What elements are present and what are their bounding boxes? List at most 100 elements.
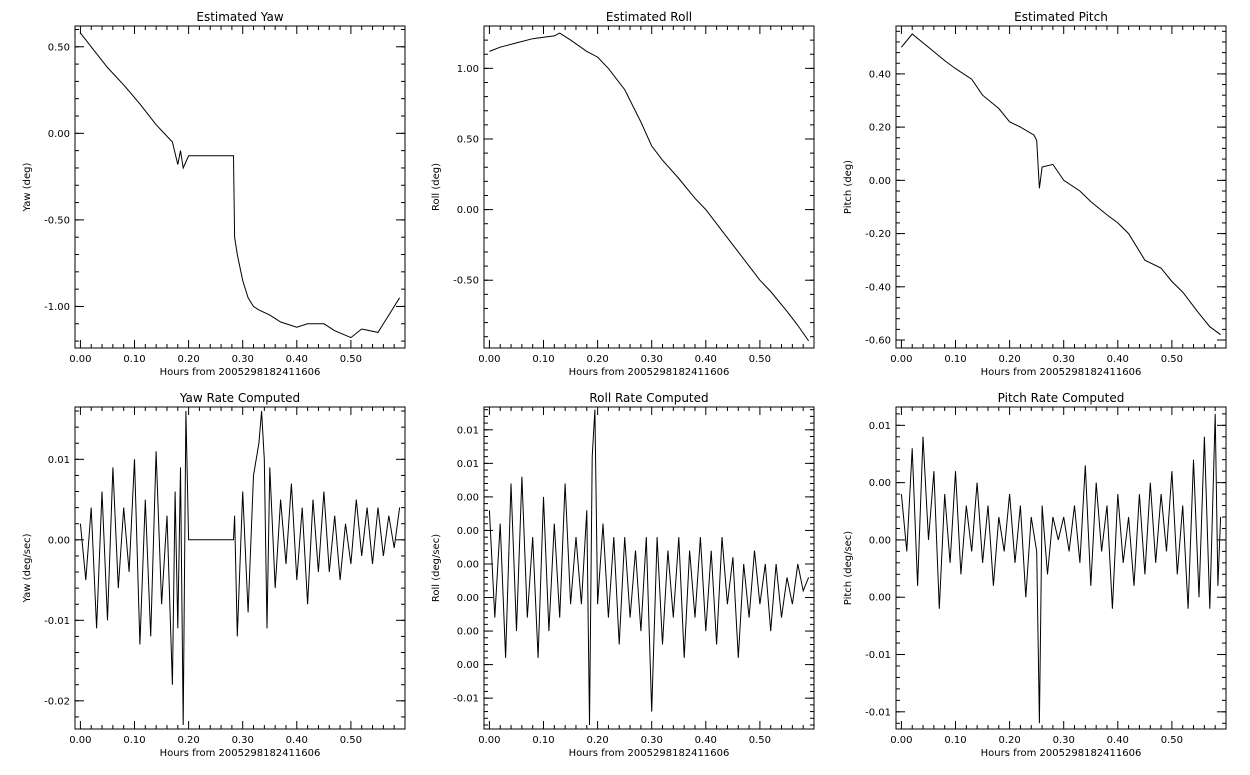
plot-frame <box>483 25 815 349</box>
x-tick-label: 0.40 <box>286 735 308 746</box>
y-tick-label: 0.00 <box>457 526 479 537</box>
x-tick-label: 0.50 <box>749 354 771 365</box>
x-tick-label: 0.40 <box>695 735 717 746</box>
x-tick-label: 0.30 <box>641 735 663 746</box>
series-line <box>79 410 401 726</box>
x-tick-label: 0.00 <box>890 354 912 365</box>
x-axis-label: Hours from 2005298182411606 <box>981 748 1142 759</box>
x-tick-label: 0.10 <box>532 735 554 746</box>
series-line <box>489 32 810 342</box>
chart-title: Estimated Roll <box>606 10 692 24</box>
x-tick-label: 0.20 <box>998 354 1020 365</box>
y-tick-label: 0.00 <box>457 492 479 503</box>
x-axis-label: Hours from 2005298182411606 <box>981 367 1142 378</box>
plot-frame <box>483 406 815 730</box>
x-tick-label: 0.20 <box>177 354 199 365</box>
x-tick-label: 0.10 <box>123 735 145 746</box>
series-line <box>900 413 1222 724</box>
x-axis-label: Hours from 2005298182411606 <box>160 367 321 378</box>
x-axis-label: Hours from 2005298182411606 <box>569 748 730 759</box>
x-tick-label: 0.10 <box>944 354 966 365</box>
x-tick-label: 0.00 <box>69 735 91 746</box>
chart-panel-1: Estimated Yaw Hours from 2005298182411606… <box>22 10 406 378</box>
x-tick-label: 0.30 <box>232 735 254 746</box>
y-tick-label: 0.01 <box>457 425 479 436</box>
plot-frame <box>74 25 406 349</box>
chart-panel-6: Pitch Rate Computed Hours from 2005298182… <box>843 391 1227 759</box>
x-tick-label: 0.50 <box>340 735 362 746</box>
chart-title: Estimated Pitch <box>1014 10 1108 24</box>
x-tick-label: 0.30 <box>641 354 663 365</box>
y-tick-label: 0.00 <box>457 627 479 638</box>
y-tick-label: 0.00 <box>48 129 70 140</box>
y-tick-label: 0.20 <box>869 123 891 134</box>
y-tick-label: 0.00 <box>457 593 479 604</box>
plot-frame <box>895 25 1227 349</box>
x-tick-label: 0.00 <box>890 735 912 746</box>
y-tick-label: -0.01 <box>865 650 891 661</box>
x-tick-label: 0.10 <box>532 354 554 365</box>
y-tick-label: 0.00 <box>869 478 891 489</box>
y-tick-label: -1.00 <box>44 302 70 313</box>
y-tick-label: 0.00 <box>48 535 70 546</box>
x-tick-label: 0.20 <box>586 735 608 746</box>
plot-frame <box>895 406 1227 730</box>
chart-title: Yaw Rate Computed <box>179 391 300 405</box>
y-tick-label: 0.00 <box>869 593 891 604</box>
y-tick-label: -0.01 <box>865 707 891 718</box>
y-tick-label: -0.01 <box>44 616 70 627</box>
x-tick-label: 0.20 <box>177 735 199 746</box>
chart-title: Pitch Rate Computed <box>998 391 1125 405</box>
y-axis-label: Pitch (deg) <box>843 160 854 214</box>
series-line <box>488 409 810 726</box>
y-tick-label: -0.40 <box>865 282 891 293</box>
y-tick-label: 0.50 <box>457 134 479 145</box>
y-tick-label: -0.60 <box>865 336 891 347</box>
y-tick-label: -0.20 <box>865 229 891 240</box>
plot-frame <box>74 406 406 730</box>
y-axis-label: Yaw (deg) <box>22 162 33 212</box>
y-tick-label: 0.01 <box>869 421 891 432</box>
chart-title: Estimated Yaw <box>196 10 283 24</box>
y-tick-label: 0.00 <box>457 559 479 570</box>
series-line <box>901 33 1221 336</box>
x-tick-label: 0.00 <box>478 735 500 746</box>
x-tick-label: 0.30 <box>1053 735 1075 746</box>
x-tick-label: 0.00 <box>69 354 91 365</box>
chart-title: Roll Rate Computed <box>589 391 708 405</box>
y-axis-label: Pitch (deg/sec) <box>843 531 854 606</box>
x-tick-label: 0.30 <box>1053 354 1075 365</box>
y-axis-label: Yaw (deg/sec) <box>22 533 33 603</box>
y-tick-label: 0.01 <box>48 455 70 466</box>
x-tick-label: 0.20 <box>586 354 608 365</box>
chart-panel-5: Roll Rate Computed Hours from 20052981824… <box>431 391 815 759</box>
x-tick-label: 0.40 <box>1107 735 1129 746</box>
y-tick-label: 0.00 <box>457 660 479 671</box>
x-tick-label: 0.50 <box>749 735 771 746</box>
y-tick-label: -0.50 <box>453 276 479 287</box>
x-tick-label: 0.30 <box>232 354 254 365</box>
y-tick-label: 0.00 <box>869 535 891 546</box>
x-tick-label: 0.50 <box>1161 354 1183 365</box>
x-axis-label: Hours from 2005298182411606 <box>569 367 730 378</box>
y-tick-label: 1.00 <box>457 64 479 75</box>
series-line <box>80 32 401 339</box>
y-tick-label: 0.50 <box>48 42 70 53</box>
x-tick-label: 0.40 <box>286 354 308 365</box>
y-axis-label: Roll (deg) <box>431 163 442 211</box>
x-tick-label: 0.10 <box>944 735 966 746</box>
y-axis-label: Roll (deg/sec) <box>431 534 442 602</box>
x-tick-label: 0.40 <box>695 354 717 365</box>
y-tick-label: -0.50 <box>44 215 70 226</box>
x-tick-label: 0.50 <box>1161 735 1183 746</box>
x-tick-label: 0.50 <box>340 354 362 365</box>
y-tick-label: 0.40 <box>869 69 891 80</box>
x-axis-label: Hours from 2005298182411606 <box>160 748 321 759</box>
chart-panel-4: Yaw Rate Computed Hours from 200529818241… <box>22 391 406 759</box>
x-tick-label: 0.10 <box>123 354 145 365</box>
x-tick-label: 0.40 <box>1107 354 1129 365</box>
y-tick-label: -0.01 <box>453 694 479 705</box>
y-tick-label: -0.02 <box>44 696 70 707</box>
y-tick-label: 0.00 <box>869 176 891 187</box>
x-tick-label: 0.00 <box>478 354 500 365</box>
